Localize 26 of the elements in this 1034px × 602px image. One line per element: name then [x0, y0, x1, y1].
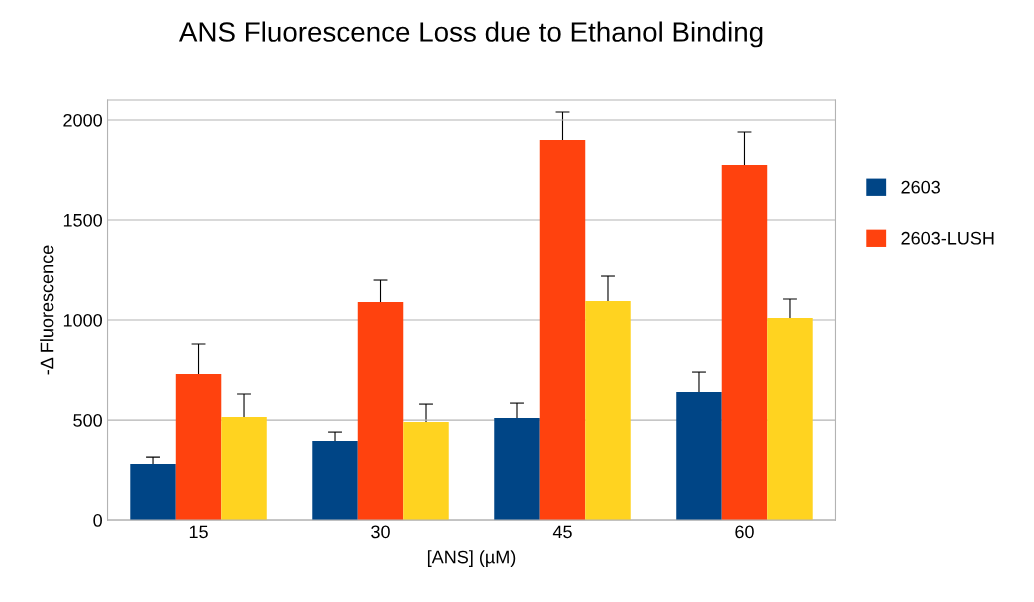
x-tick-label: 45: [552, 525, 572, 539]
bar: [221, 417, 267, 521]
x-tick-label: 60: [735, 525, 754, 539]
y-tick-label: 2000: [63, 113, 102, 127]
bar: [312, 441, 358, 521]
bar: [175, 374, 222, 521]
legend-label: 2603-LUSH: [901, 231, 994, 245]
y-tick-label: 1000: [63, 313, 102, 327]
bar: [130, 464, 176, 521]
bar: [767, 318, 813, 521]
bar: [721, 164, 768, 521]
y-tick-label: 500: [73, 414, 102, 427]
x-axis-title: [ANS] (µM): [427, 550, 516, 567]
bar: [585, 301, 631, 521]
x-tick-label: 15: [189, 525, 208, 539]
legend-label: 2603: [901, 180, 940, 194]
y-tick-label: 1500: [63, 213, 102, 227]
y-tick-label: 0: [93, 514, 102, 527]
chart-title: ANS Fluorescence Loss due to Ethanol Binding: [178, 21, 763, 48]
y-axis-title: -Δ Fluorescence: [40, 245, 54, 375]
bar: [539, 139, 586, 521]
bar: [403, 422, 449, 521]
bar: [676, 392, 722, 521]
bar: [357, 302, 404, 521]
x-tick-label: 30: [371, 525, 390, 539]
bar: [494, 418, 540, 521]
